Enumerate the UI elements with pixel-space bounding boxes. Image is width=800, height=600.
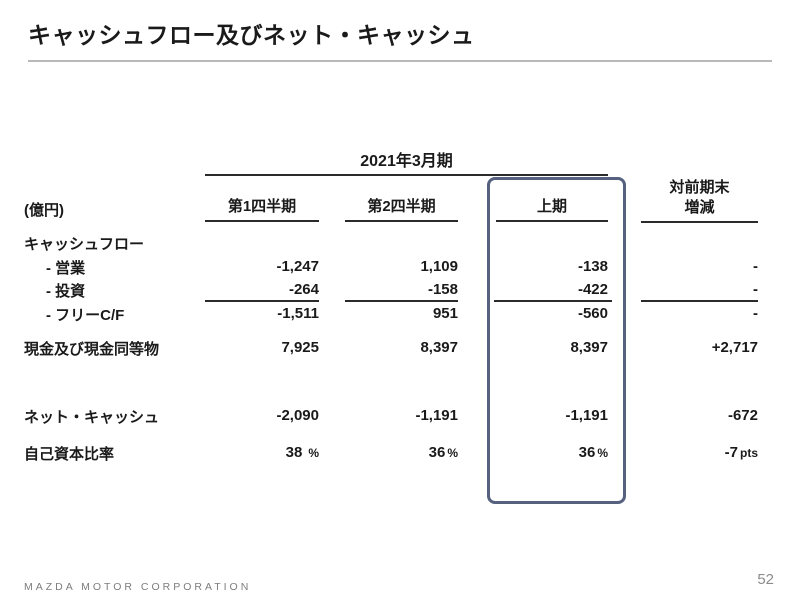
title-divider [28,60,772,62]
equity-ratio-h1-number: 36 [578,444,596,461]
value-net-cash-h1: -1,191 [565,407,608,424]
unit-label: (億円) [24,202,64,219]
equity-ratio-delta-number: -7 [724,444,738,461]
column-header-q1: 第1四半期 [205,197,319,222]
value-operating-delta: - [753,258,758,275]
subtotal-rule-h1 [494,300,612,302]
subtotal-rule-delta [641,300,758,302]
column-header-delta-line1: 対前期末 [669,179,730,196]
value-investing-q2: -158 [427,281,458,298]
value-investing-q1: -264 [288,281,319,298]
equity-ratio-q1-number: 38 [285,444,303,461]
equity-ratio-h1-percent-sign: % [597,446,608,460]
value-free-cf-q1: -1,511 [277,305,319,322]
equity-ratio-q1-percent-sign: % [308,446,319,460]
column-header-h1: 上期 [496,197,608,222]
column-header-delta-line2: 増減 [684,199,715,216]
h1-highlight-box [487,177,626,504]
value-equity-ratio-q2: 36% [345,443,458,463]
value-cash-q2: 8,397 [420,339,458,356]
column-header-q2: 第2四半期 [345,197,458,222]
equity-ratio-q2-percent-sign: % [447,446,458,460]
fiscal-period-header: 2021年3月期 [205,147,608,176]
value-investing-h1: -422 [577,281,608,298]
row-label-equity-ratio: 自己資本比率 [24,446,115,463]
equity-ratio-delta-pts-unit: pts [740,446,758,460]
slide-title: キャッシュフロー及びネット・キャッシュ [28,22,475,48]
value-equity-ratio-delta: -7 pts [641,443,758,463]
page-number: 52 [757,571,774,588]
value-net-cash-delta: -672 [727,407,758,424]
value-free-cf-h1: -560 [577,305,608,322]
value-operating-q2: 1,109 [420,258,458,275]
subtotal-rule-q1 [205,300,319,302]
equity-ratio-q2-number: 36 [428,444,446,461]
value-operating-q1: -1,247 [276,258,319,275]
row-label-cash-equivalents: 現金及び現金同等物 [24,341,160,358]
row-label-investing: - 投資 [46,283,86,300]
row-label-net-cash: ネット・キャッシュ [24,409,160,426]
row-label-operating: - 営業 [46,260,86,277]
column-header-delta: 対前期末 増減 [641,178,758,223]
value-free-cf-q2: 951 [432,305,458,322]
value-net-cash-q1: -2,090 [276,407,319,424]
value-equity-ratio-q1: 38% [205,443,319,463]
value-cash-q1: 7,925 [281,339,319,356]
row-label-free-cf: - フリーC/F [46,307,125,324]
value-cash-h1: 8,397 [570,339,608,356]
section-label-cashflow: キャッシュフロー [24,236,145,253]
value-cash-delta: +2,717 [711,339,758,356]
value-investing-delta: - [753,281,758,298]
value-equity-ratio-h1: 36% [496,443,608,463]
footer-company-name: MAZDA MOTOR CORPORATION [24,581,252,593]
value-free-cf-delta: - [753,305,758,322]
subtotal-rule-q2 [345,300,458,302]
value-net-cash-q2: -1,191 [415,407,458,424]
value-operating-h1: -138 [577,258,608,275]
